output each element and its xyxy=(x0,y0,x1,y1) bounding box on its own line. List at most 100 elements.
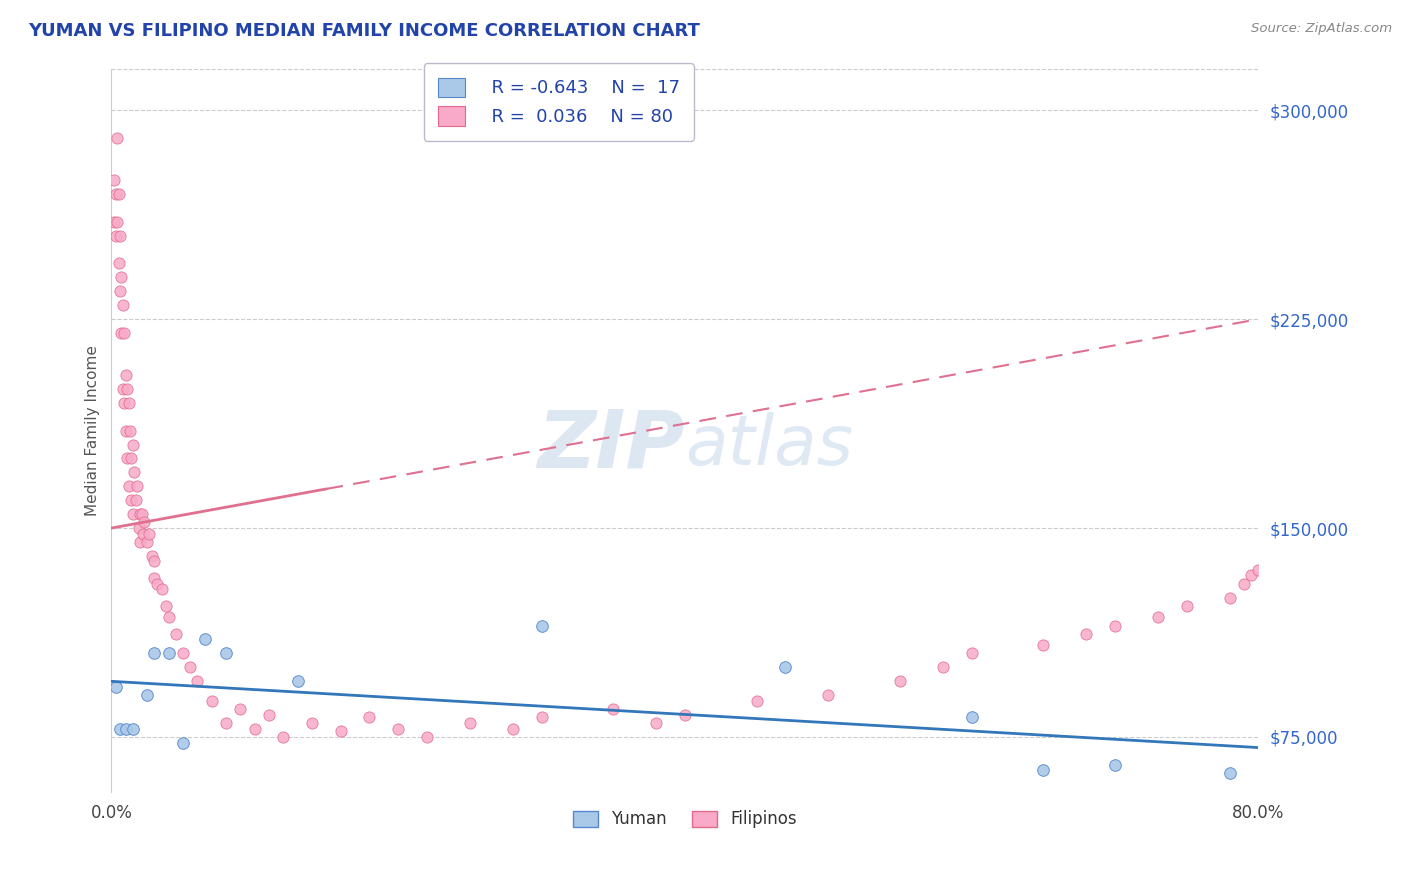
Point xyxy=(645,716,668,731)
Point xyxy=(1104,757,1126,772)
Point xyxy=(229,702,252,716)
Point xyxy=(105,131,128,145)
Point xyxy=(932,660,955,674)
Point xyxy=(1219,766,1241,780)
Point xyxy=(104,680,127,694)
Point xyxy=(112,326,135,340)
Point xyxy=(1240,568,1263,582)
Point xyxy=(108,722,131,736)
Point xyxy=(129,535,152,549)
Point xyxy=(745,694,768,708)
Point xyxy=(111,382,134,396)
Text: YUMAN VS FILIPINO MEDIAN FAMILY INCOME CORRELATION CHART: YUMAN VS FILIPINO MEDIAN FAMILY INCOME C… xyxy=(28,22,700,40)
Point xyxy=(118,424,141,438)
Point xyxy=(146,576,169,591)
Point xyxy=(103,173,125,187)
Point xyxy=(416,730,439,744)
Point xyxy=(107,256,129,270)
Point xyxy=(157,647,180,661)
Point xyxy=(775,660,797,674)
Point xyxy=(201,694,224,708)
Text: ZIP: ZIP xyxy=(537,406,685,484)
Point xyxy=(960,647,983,661)
Point xyxy=(1219,591,1241,605)
Point xyxy=(287,674,309,689)
Point xyxy=(301,716,323,731)
Point xyxy=(1147,610,1170,624)
Point xyxy=(889,674,911,689)
Point xyxy=(155,599,177,613)
Point xyxy=(530,618,553,632)
Point xyxy=(122,507,145,521)
Point xyxy=(817,688,839,702)
Point xyxy=(115,382,138,396)
Point xyxy=(329,724,352,739)
Point xyxy=(107,186,129,201)
Point xyxy=(1076,627,1098,641)
Point xyxy=(136,535,159,549)
Text: atlas: atlas xyxy=(685,411,853,479)
Point xyxy=(172,647,194,661)
Point xyxy=(114,424,136,438)
Point xyxy=(215,647,238,661)
Legend: Yuman, Filipinos: Yuman, Filipinos xyxy=(567,804,804,835)
Point xyxy=(121,451,143,466)
Point xyxy=(1032,764,1054,778)
Point xyxy=(186,674,208,689)
Point xyxy=(257,707,280,722)
Point xyxy=(114,368,136,382)
Point xyxy=(132,526,155,541)
Point xyxy=(960,710,983,724)
Point xyxy=(104,228,127,243)
Point xyxy=(115,451,138,466)
Point xyxy=(1104,618,1126,632)
Point xyxy=(141,549,163,563)
Point xyxy=(1175,599,1198,613)
Point xyxy=(103,215,125,229)
Point xyxy=(387,722,409,736)
Point xyxy=(143,571,166,585)
Point xyxy=(128,521,150,535)
Point xyxy=(1233,576,1256,591)
Point xyxy=(112,395,135,409)
Point xyxy=(243,722,266,736)
Point xyxy=(530,710,553,724)
Point xyxy=(157,610,180,624)
Point xyxy=(502,722,524,736)
Point xyxy=(194,632,217,647)
Point xyxy=(124,466,146,480)
Point xyxy=(143,554,166,568)
Point xyxy=(121,493,143,508)
Point xyxy=(359,710,381,724)
Point xyxy=(127,479,149,493)
Point xyxy=(134,516,156,530)
Point xyxy=(122,437,145,451)
Point xyxy=(122,722,145,736)
Point xyxy=(114,722,136,736)
Point xyxy=(150,582,173,597)
Point xyxy=(273,730,295,744)
Point xyxy=(602,702,624,716)
Point xyxy=(105,215,128,229)
Point xyxy=(1032,638,1054,652)
Point xyxy=(131,507,153,521)
Point xyxy=(458,716,481,731)
Point xyxy=(136,688,159,702)
Point xyxy=(110,326,132,340)
Point xyxy=(172,735,194,749)
Point xyxy=(1247,563,1270,577)
Point xyxy=(179,660,201,674)
Text: Source: ZipAtlas.com: Source: ZipAtlas.com xyxy=(1251,22,1392,36)
Point xyxy=(104,186,127,201)
Point xyxy=(129,507,152,521)
Point xyxy=(143,647,166,661)
Point xyxy=(108,228,131,243)
Point xyxy=(117,479,139,493)
Point xyxy=(117,395,139,409)
Y-axis label: Median Family Income: Median Family Income xyxy=(86,345,100,516)
Point xyxy=(108,285,131,299)
Point xyxy=(673,707,696,722)
Point xyxy=(165,627,187,641)
Point xyxy=(125,493,148,508)
Point xyxy=(111,298,134,312)
